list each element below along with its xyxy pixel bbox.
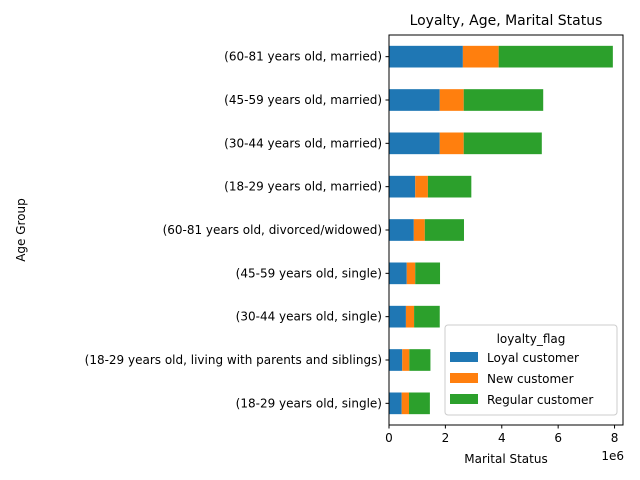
x-axis-label: Marital Status	[464, 452, 547, 466]
bars-group	[389, 45, 613, 415]
legend-title: loyalty_flag	[497, 332, 566, 346]
bar-segment-2-6	[415, 175, 428, 198]
plot-frame	[388, 34, 624, 426]
bar-segment-1-5	[389, 219, 414, 241]
bar-segment-2-7	[439, 132, 464, 155]
x-axis-offset: 1e6	[601, 449, 624, 463]
legend-swatch-3	[450, 394, 478, 404]
bar-segment-1-4	[389, 262, 407, 285]
bar-segment-3-5	[424, 219, 464, 241]
legend-swatch-1	[450, 352, 478, 362]
bar-segment-3-1	[409, 392, 430, 415]
legend-box	[444, 324, 618, 416]
bar-segment-1-3	[389, 305, 406, 328]
bar-segment-2-8	[439, 89, 464, 111]
y-axis-label: Age Group	[14, 198, 28, 262]
x-axis-ticks: 0 2 4 6 8	[385, 425, 618, 445]
bar-segment-2-2	[402, 349, 410, 371]
bar-segment-1-1	[389, 392, 402, 415]
bar-segment-3-4	[415, 262, 441, 285]
y-tick-label: (60-81 years old, divorced/widowed)	[163, 223, 382, 237]
y-axis-ticks: (18-29 years old, single) (18-29 years ol…	[85, 50, 389, 410]
y-tick-label: (60-81 years old, married)	[224, 50, 382, 64]
bar-segment-3-3	[414, 305, 440, 328]
y-tick-label: (30-44 years old, single)	[236, 310, 382, 324]
y-tick-label: (18-29 years old, married)	[224, 180, 382, 194]
y-tick-label: (30-44 years old, married)	[224, 136, 382, 150]
bar-segment-1-6	[389, 175, 416, 198]
legend-swatch-2	[450, 373, 478, 383]
legend-label-3: Regular customer	[487, 393, 593, 407]
bar-segment-2-1	[401, 392, 410, 415]
bar-segment-1-9	[389, 45, 463, 68]
bar-segment-2-4	[406, 262, 416, 285]
bar-segment-1-7	[389, 132, 440, 155]
x-tick-label: 6	[554, 431, 562, 445]
y-tick-label: (45-59 years old, married)	[224, 93, 382, 107]
bar-segment-1-8	[389, 89, 440, 111]
y-tick-label: (45-59 years old, single)	[236, 266, 382, 280]
legend-label-2: New customer	[487, 372, 574, 386]
y-tick-label: (18-29 years old, single)	[236, 396, 382, 410]
bar-segment-3-8	[463, 89, 544, 111]
y-tick-label: (18-29 years old, living with parents an…	[85, 353, 382, 367]
bar-segment-1-2	[389, 349, 403, 371]
legend-items: Loyal customer New customer Regular custom…	[450, 351, 593, 407]
x-tick-label: 0	[385, 431, 393, 445]
bar-segment-3-9	[498, 45, 613, 68]
bar-segment-3-7	[463, 132, 542, 155]
bar-segment-3-6	[427, 175, 472, 198]
chart-title: Loyalty, Age, Marital Status	[410, 13, 603, 29]
bar-segment-2-5	[413, 219, 425, 241]
bar-segment-2-3	[405, 305, 415, 328]
legend: loyalty_flag Loyal customer New customer R…	[444, 324, 618, 416]
bar-segment-2-9	[462, 45, 499, 68]
bar-segment-3-2	[409, 349, 431, 371]
legend-label-1: Loyal customer	[487, 351, 579, 365]
x-tick-label: 4	[498, 431, 506, 445]
x-tick-label: 8	[611, 431, 619, 445]
x-tick-label: 2	[442, 431, 450, 445]
